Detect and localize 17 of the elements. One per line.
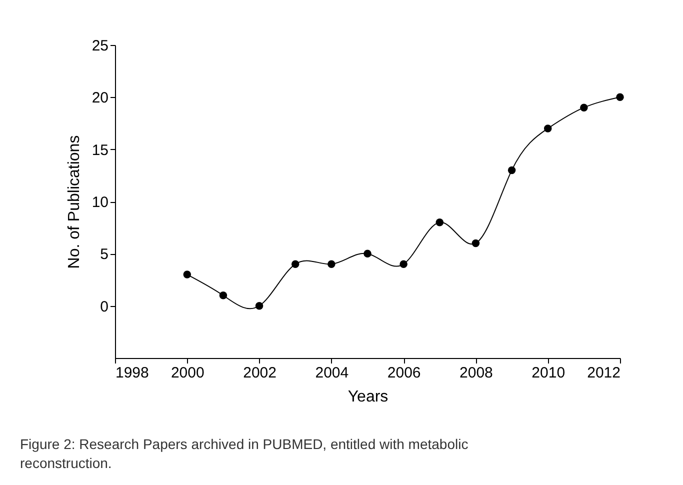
x-tick-label: 2004 bbox=[315, 364, 349, 382]
y-axis-title: No. of Publications bbox=[66, 135, 83, 269]
x-tick-label: 2010 bbox=[532, 364, 566, 382]
y-tick-label: 10 bbox=[92, 194, 108, 211]
y-tick-label: 5 bbox=[100, 246, 108, 264]
y-tick-label: 20 bbox=[92, 90, 108, 107]
y-tick-label: 0 bbox=[100, 298, 108, 316]
x-axis-title: Years bbox=[348, 388, 388, 406]
x-tick-label: 2008 bbox=[460, 364, 493, 382]
x-tick-label: 2006 bbox=[387, 364, 421, 382]
x-tick-label: 1998 bbox=[116, 364, 149, 382]
caption: Figure 2: Research Papers archived in PUBMED, entitled with metabolic reconstruction. bbox=[20, 436, 468, 471]
x-tick-label: 2002 bbox=[243, 364, 276, 382]
x-tick-label: 2000 bbox=[170, 364, 204, 382]
x-tick-label: 2012 bbox=[587, 364, 620, 382]
y-tick-label: 25 bbox=[92, 38, 108, 54]
y-tick-label: 15 bbox=[92, 142, 108, 159]
